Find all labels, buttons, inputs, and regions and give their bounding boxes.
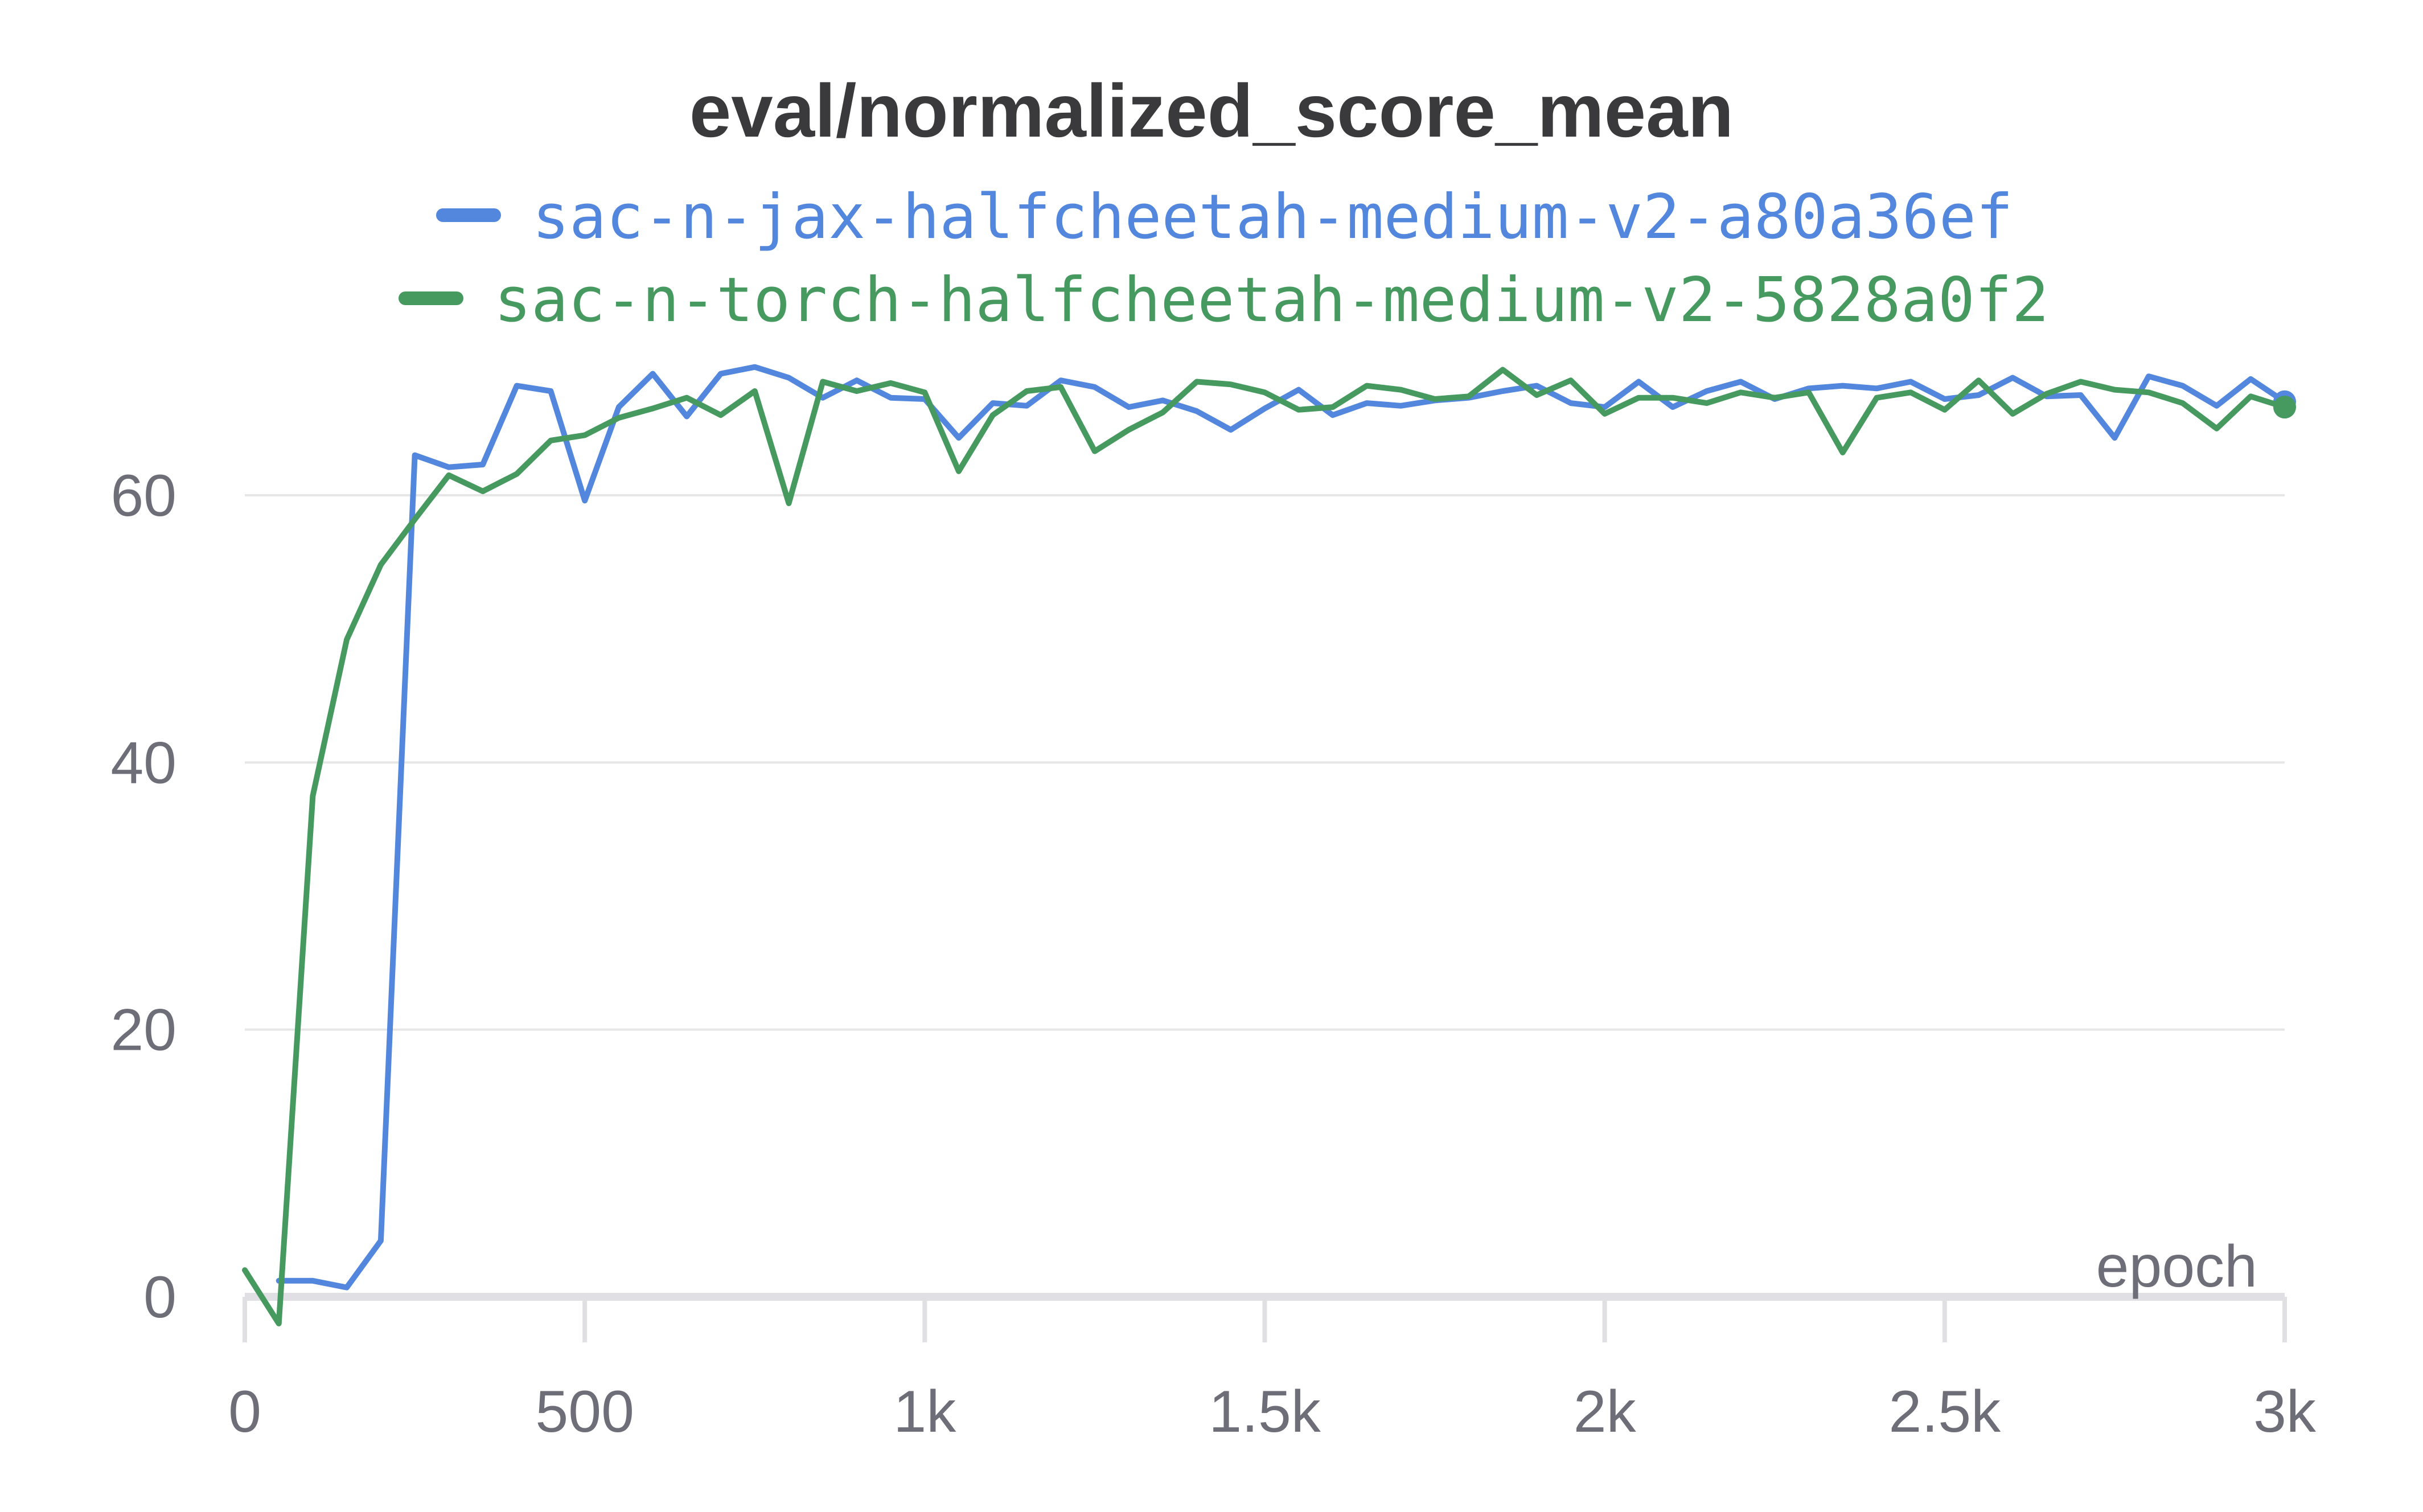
chart-title: eval/normalized_score_mean bbox=[689, 69, 1734, 153]
x-tick-label: 1k bbox=[893, 1379, 956, 1445]
series-line-0[interactable] bbox=[276, 364, 2288, 1291]
y-tick-label: 40 bbox=[110, 730, 176, 796]
series-line-1[interactable] bbox=[242, 367, 2288, 1326]
x-tick-label: 3k bbox=[2253, 1379, 2317, 1445]
x-tick-label: 2k bbox=[1574, 1379, 1637, 1445]
series-end-point-1[interactable] bbox=[2273, 396, 2296, 419]
legend-item-torch[interactable]: sac-n-torch-halfcheetah-medium-v2-5828a0… bbox=[399, 265, 2049, 336]
series-layer bbox=[242, 364, 2296, 1326]
x-tick-label: 500 bbox=[535, 1379, 634, 1445]
gridlines bbox=[245, 494, 2285, 1031]
y-tick-label: 0 bbox=[143, 1264, 176, 1330]
legend-label-torch: sac-n-torch-halfcheetah-medium-v2-5828a0… bbox=[494, 265, 2049, 336]
x-axis bbox=[243, 1293, 2287, 1342]
x-tick-labels: 0 500 1k 1.5k 2k 2.5k 3k bbox=[228, 1379, 2317, 1445]
y-tick-label: 60 bbox=[110, 463, 176, 529]
legend-label-jax: sac-n-jax-halfcheetah-medium-v2-a80a36ef bbox=[532, 182, 2013, 253]
x-tick-label: 1.5k bbox=[1209, 1379, 1321, 1445]
x-tick-label: 2.5k bbox=[1889, 1379, 2002, 1445]
legend-item-jax[interactable]: sac-n-jax-halfcheetah-medium-v2-a80a36ef bbox=[436, 182, 2013, 253]
legend: sac-n-jax-halfcheetah-medium-v2-a80a36ef… bbox=[399, 182, 2049, 336]
x-axis-label: epoch bbox=[2096, 1234, 2257, 1300]
y-tick-label: 20 bbox=[110, 997, 176, 1063]
x-tick-label: 0 bbox=[228, 1379, 261, 1445]
y-axis: 0 20 40 60 bbox=[110, 463, 176, 1330]
